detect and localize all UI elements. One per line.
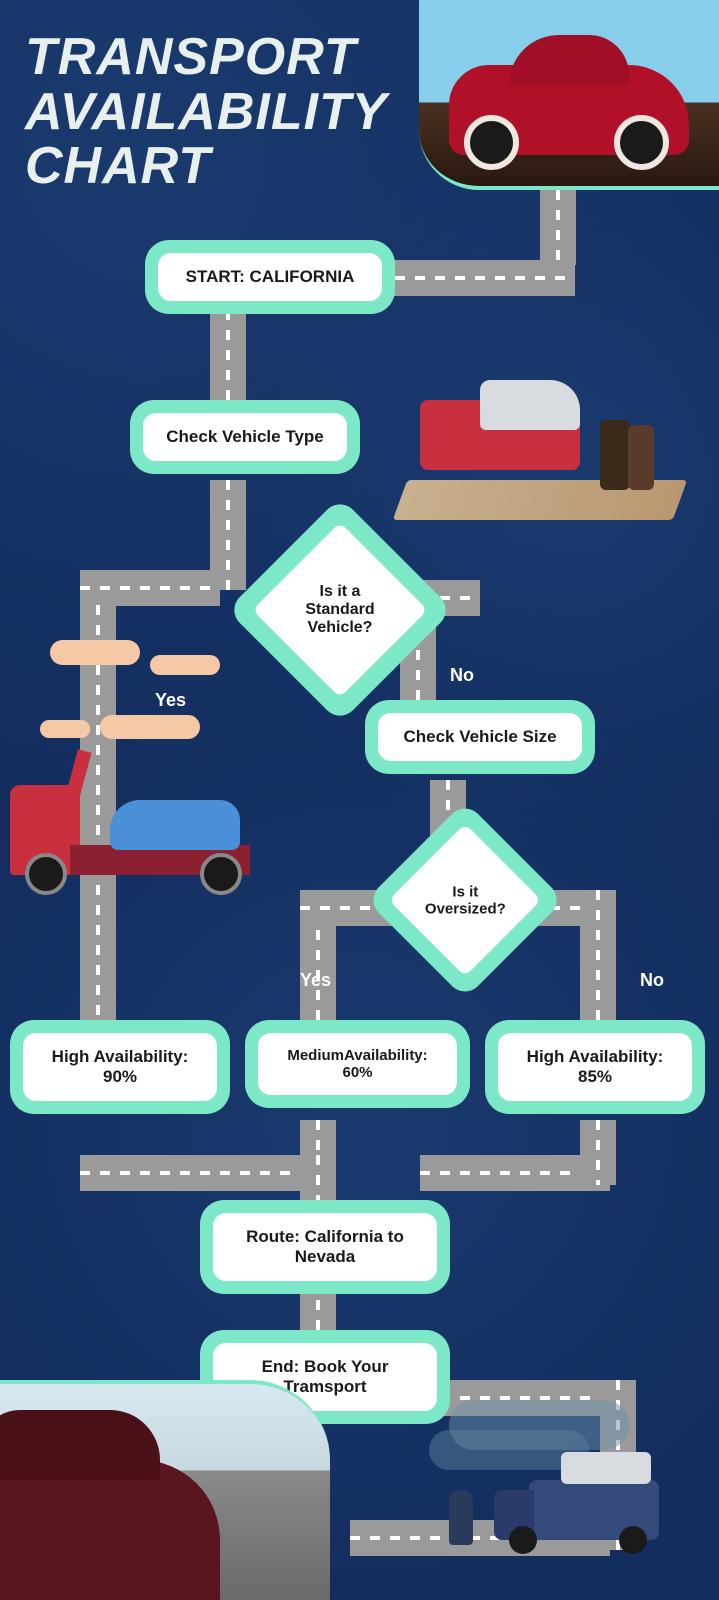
tow-truck-illustration — [400, 370, 690, 520]
node-result-high-90: High Availability: 90% — [10, 1020, 230, 1114]
hero-image-classic-car — [419, 0, 719, 190]
title-line-1: TRANSPORT — [25, 30, 388, 85]
maroon-car-icon — [0, 1460, 220, 1600]
page-title: TRANSPORT AVAILABILITY CHART — [25, 30, 388, 194]
end-line1: End: Book Your — [262, 1357, 389, 1377]
cloud-icon — [40, 720, 90, 738]
road-segment — [375, 260, 575, 296]
delivery-truck-illustration — [419, 1400, 669, 1560]
node-start-label: START: CALIFORNIA — [155, 250, 385, 304]
node-result-high-85: High Availability: 85% — [485, 1020, 705, 1114]
node-result-medium-60: MediumAvailability: 60% — [245, 1020, 470, 1108]
cloud-icon — [50, 640, 140, 665]
label-no-2: No — [640, 970, 664, 991]
flatbed-truck-illustration — [10, 750, 270, 900]
road-segment — [80, 1155, 310, 1191]
label-yes-1: Yes — [155, 690, 186, 711]
road-segment — [80, 570, 220, 606]
node-check-size-label: Check Vehicle Size — [375, 710, 585, 764]
result-med60-line1: MediumAvailability: — [287, 1047, 427, 1064]
road-segment — [540, 190, 576, 265]
label-yes-2: Yes — [300, 970, 331, 991]
route-line2: Nevada — [295, 1247, 355, 1267]
node-start: START: CALIFORNIA — [145, 240, 395, 314]
title-line-2: AVAILABILITY — [25, 85, 388, 140]
decision-oversized: Is it Oversized? — [395, 830, 535, 970]
label-no-1: No — [450, 665, 474, 686]
bottom-image-classic-car — [0, 1380, 330, 1600]
decision-standard-vehicle: Is it a Standard Vehicle? — [260, 530, 420, 690]
title-line-3: CHART — [25, 139, 388, 194]
decision2-label: Is it Oversized? — [418, 883, 513, 917]
cloud-icon — [150, 655, 220, 675]
road-segment — [580, 1120, 616, 1185]
node-check-size: Check Vehicle Size — [365, 700, 595, 774]
truck-icon — [529, 1480, 659, 1540]
result-high90-line1: High Availability: — [52, 1047, 189, 1067]
route-line1: Route: California to — [246, 1227, 404, 1247]
classic-car-icon — [449, 65, 689, 155]
result-med60-line2: 60% — [342, 1064, 372, 1081]
node-check-type: Check Vehicle Type — [130, 400, 360, 474]
result-high85-line1: High Availability: — [527, 1047, 664, 1067]
decision1-label: Is it a Standard Vehicle? — [285, 583, 395, 637]
cloud-icon — [100, 715, 200, 739]
result-high90-line2: 90% — [103, 1067, 137, 1087]
node-route: Route: California to Nevada — [200, 1200, 450, 1294]
result-high85-line2: 85% — [578, 1067, 612, 1087]
node-check-type-label: Check Vehicle Type — [140, 410, 350, 464]
